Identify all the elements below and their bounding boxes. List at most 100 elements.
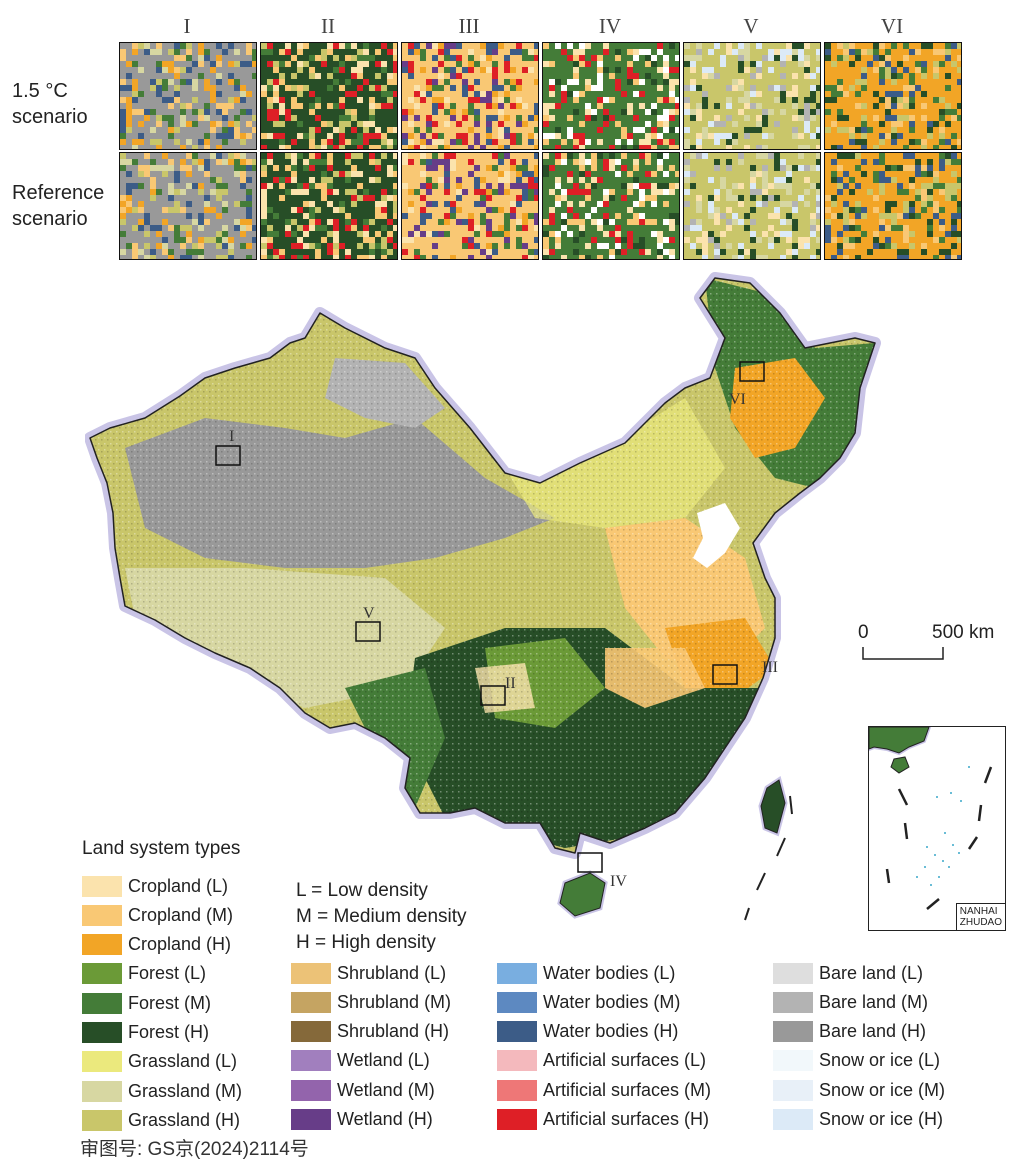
- legend-title: Land system types: [82, 838, 241, 859]
- legend-swatch: [82, 934, 122, 956]
- legend-label: Artificial surfaces (L): [543, 1050, 707, 1071]
- column-label-iii: III: [458, 14, 480, 38]
- region-label-iv: IV: [610, 873, 627, 890]
- legend-label: Artificial surfaces (M): [543, 1079, 712, 1100]
- column-label-vi: VI: [880, 14, 904, 38]
- scenario-panel-reference-iv: [542, 152, 680, 260]
- region-label-i: I: [229, 428, 234, 445]
- legend-swatch: [82, 1109, 122, 1131]
- inset-label: NANHAI ZHUDAO: [955, 903, 1005, 930]
- legend-item: Grassland (M): [82, 1080, 242, 1102]
- legend-item: Water bodies (H): [497, 1021, 678, 1043]
- scenario-panel-1-5c-v: [683, 42, 821, 150]
- legend-swatch: [773, 1050, 813, 1072]
- legend-item: Water bodies (M): [497, 991, 680, 1013]
- legend-swatch: [773, 1021, 813, 1043]
- scale-zero: 0: [858, 622, 869, 643]
- scenario-panel-1-5c-iv: [542, 42, 680, 150]
- legend-item: Shrubland (H): [291, 1021, 449, 1043]
- legend-label: Water bodies (M): [543, 991, 681, 1012]
- legend-swatch: [773, 1079, 813, 1101]
- legend-item: Snow or ice (M): [773, 1079, 945, 1101]
- legend-swatch: [82, 904, 122, 926]
- legend-item: Wetland (L): [291, 1050, 430, 1072]
- legend-label: Forest (H): [128, 1022, 209, 1042]
- legend-item: Forest (H): [82, 1022, 209, 1044]
- legend-label: Wetland (L): [337, 1050, 430, 1071]
- region-box-iv: [577, 852, 603, 873]
- density-note-high: H = High density: [296, 932, 436, 953]
- south-china-sea-inset: NANHAI ZHUDAO: [868, 726, 1006, 931]
- legend-label: Snow or ice (M): [819, 1079, 946, 1100]
- legend-label: Snow or ice (L): [819, 1050, 941, 1071]
- scale-end: 500 km: [932, 622, 995, 643]
- legend-item: Shrubland (M): [291, 991, 451, 1013]
- scale-bar: [862, 647, 944, 660]
- legend-swatch: [773, 1109, 813, 1130]
- legend-item: Forest (M): [82, 992, 211, 1014]
- legend-swatch: [497, 1109, 537, 1130]
- region-box-v: [355, 621, 381, 642]
- density-note-low: L = Low density: [296, 880, 428, 901]
- legend-item: Bare land (M): [773, 991, 928, 1013]
- scenario-panel-reference-vi: [824, 152, 962, 260]
- scenario-panel-reference-iii: [401, 152, 539, 260]
- map-svg: I II III IV V VI: [84, 272, 881, 921]
- legend-label: Grassland (H): [128, 1109, 241, 1130]
- legend-swatch: [497, 1079, 537, 1101]
- legend-label: Forest (L): [128, 963, 207, 984]
- scenario-panel-1-5c-ii: [260, 42, 398, 150]
- legend-swatch: [291, 991, 331, 1013]
- legend-label: Shrubland (M): [337, 991, 452, 1012]
- legend-item: Cropland (H): [82, 934, 231, 956]
- region-box-iii: [712, 664, 738, 685]
- legend-swatch: [497, 1050, 537, 1072]
- region-label-iii: III: [762, 659, 778, 676]
- legend-label: Shrubland (L): [337, 962, 447, 983]
- legend-item: Grassland (L): [82, 1051, 237, 1073]
- legend-item: Cropland (L): [82, 875, 228, 897]
- legend-label: Grassland (M): [128, 1080, 243, 1101]
- legend-label: Snow or ice (H): [819, 1109, 944, 1129]
- legend-item: Forest (L): [82, 963, 206, 985]
- legend-label: Grassland (L): [128, 1051, 238, 1072]
- legend-item: Water bodies (L): [497, 962, 675, 984]
- legend-swatch: [82, 1080, 122, 1102]
- legend-label: Bare land (M): [819, 991, 929, 1012]
- scenario-panel-1-5c-iii: [401, 42, 539, 150]
- region-label-vi: VI: [729, 391, 746, 408]
- legend-label: Wetland (H): [337, 1109, 433, 1129]
- legend-item: Bare land (H): [773, 1021, 926, 1043]
- legend-swatch: [291, 1109, 331, 1130]
- legend-item: Wetland (M): [291, 1079, 435, 1101]
- legend-swatch: [497, 962, 537, 984]
- legend-item: Wetland (H): [291, 1109, 433, 1131]
- region-label-ii: II: [505, 675, 516, 692]
- legend-label: Wetland (M): [337, 1079, 435, 1100]
- legend-swatch: [497, 1021, 537, 1043]
- maritime-boundary-dashes: [744, 795, 793, 921]
- scenario-panel-reference-i: [119, 152, 257, 260]
- national-border: [89, 277, 876, 854]
- legend-label: Water bodies (H): [543, 1021, 679, 1042]
- scenario-panel-reference-ii: [260, 152, 398, 260]
- legend-item: Snow or ice (H): [773, 1109, 943, 1131]
- legend-swatch: [82, 1051, 122, 1073]
- legend-swatch: [291, 1050, 331, 1072]
- legend-item: Artificial surfaces (H): [497, 1109, 709, 1131]
- region-box-i: [215, 445, 241, 466]
- legend-item: Cropland (M): [82, 904, 233, 926]
- column-label-v: V: [743, 14, 759, 38]
- legend-swatch: [291, 1079, 331, 1101]
- map-approval-number: 审图号: GS京(2024)2114号: [80, 1139, 309, 1160]
- legend-swatch: [773, 962, 813, 984]
- density-note-medium: M = Medium density: [296, 906, 467, 927]
- legend-swatch: [497, 991, 537, 1013]
- legend-swatch: [82, 992, 122, 1014]
- legend-swatch: [82, 1022, 122, 1043]
- inset-svg: [869, 727, 993, 910]
- legend-label: Forest (M): [128, 992, 211, 1013]
- legend-label: Cropland (M): [128, 904, 234, 925]
- region-box-vi: [739, 361, 765, 382]
- legend-label: Artificial surfaces (H): [543, 1109, 710, 1129]
